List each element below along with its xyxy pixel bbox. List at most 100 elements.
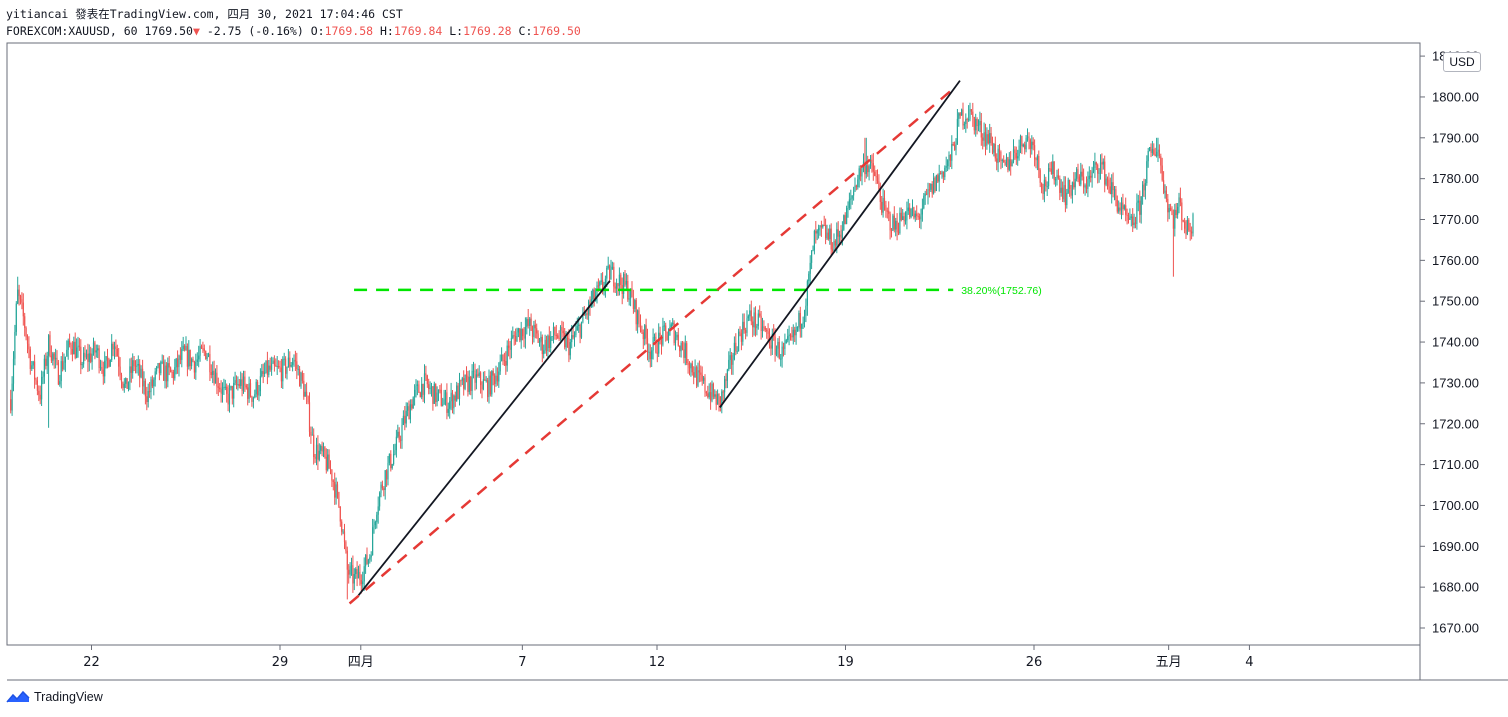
candle-body (681, 343, 684, 350)
candle-body (372, 527, 374, 556)
candle-body (398, 431, 400, 440)
candle-body (373, 525, 375, 528)
candle-body (186, 346, 188, 367)
candle-body (258, 391, 260, 396)
candle-body (221, 387, 224, 394)
candle-body (425, 373, 427, 376)
candle-body (527, 319, 529, 326)
candle-body (214, 372, 217, 384)
candle-body (1102, 161, 1104, 165)
candle-body (322, 447, 325, 452)
candle-body (105, 356, 107, 361)
candle-body (395, 436, 397, 451)
candle-body (99, 367, 102, 369)
candle-body (444, 392, 447, 400)
candle-body (686, 343, 688, 364)
candle-body (847, 207, 849, 209)
candle-body (696, 367, 698, 386)
candle-body (308, 402, 311, 432)
candle-body (273, 360, 275, 366)
y-tick-label: 1760.00 (1432, 253, 1479, 268)
candle-body (933, 177, 935, 194)
candle-body (846, 208, 848, 225)
y-tick-label: 1710.00 (1432, 457, 1479, 472)
candle-body (289, 357, 291, 367)
candle-body (879, 189, 881, 202)
candle-body (982, 137, 984, 141)
candlestick-series (10, 102, 1194, 600)
candle-body (249, 383, 252, 397)
candle-body (589, 301, 591, 307)
currency-button[interactable]: USD (1443, 52, 1481, 72)
candle-body (1170, 207, 1172, 211)
candle-body (1115, 189, 1117, 200)
candle-body (219, 387, 221, 390)
candle-body (761, 326, 764, 331)
candle-body (592, 289, 594, 300)
candle-body (754, 312, 757, 329)
candle-body (791, 335, 793, 338)
candle-body (414, 389, 416, 398)
candle-body (989, 133, 991, 144)
candle-body (213, 370, 215, 384)
candle-body (832, 249, 834, 251)
candle-body (1168, 207, 1170, 213)
y-tick-label: 1700.00 (1432, 498, 1479, 513)
candle-body (809, 262, 811, 274)
candle-body (35, 379, 37, 381)
candle-body (480, 372, 482, 385)
candle-body (604, 278, 606, 289)
candle-body (1172, 215, 1174, 229)
candle-body (1039, 170, 1041, 183)
candle-body (700, 372, 702, 375)
candle-body (690, 363, 692, 369)
candle-body (45, 358, 47, 366)
candle-body (303, 380, 305, 397)
candle-body (432, 386, 434, 404)
candle-body (998, 148, 1001, 153)
candle-body (293, 359, 295, 363)
candle-body (735, 342, 737, 352)
candle-body (843, 215, 845, 230)
price-axis[interactable]: 1670.00 1680.00 1690.00 1700.00 1710.00 1720.… (1420, 49, 1479, 636)
candle-body (1184, 221, 1186, 229)
candle-body (411, 404, 413, 409)
candle-body (1021, 136, 1023, 147)
candle-body (116, 349, 118, 357)
publish-info: yitiancai 發表在TradingView.com, 四月 30, 202… (6, 7, 403, 21)
candle-body (533, 324, 535, 337)
candle-body (738, 331, 740, 352)
candle-body (728, 359, 730, 370)
candle-body (498, 371, 500, 382)
trend-line (357, 280, 611, 596)
candle-body (874, 171, 876, 176)
candle-body (618, 274, 620, 287)
candle-body (376, 514, 378, 522)
candle-body (517, 328, 519, 333)
candle-body (474, 370, 476, 383)
candle-body (766, 329, 768, 332)
candle-body (1104, 161, 1106, 185)
candle-body (192, 358, 194, 362)
candle-body (968, 119, 970, 121)
candle-body (286, 367, 288, 374)
candle-body (1012, 149, 1015, 162)
candle-body (662, 326, 664, 345)
candle-body (1147, 151, 1149, 162)
candle-body (97, 348, 99, 351)
footer-brand[interactable]: TradingView (6, 690, 103, 704)
time-axis[interactable]: 22 29 四月 7 12 19 26 五月 4 (83, 645, 1254, 670)
candle-body (559, 327, 562, 339)
candle-body (537, 333, 539, 343)
candle-body (374, 521, 376, 526)
candle-body (209, 354, 211, 373)
candle-body (234, 380, 236, 383)
candle-body (740, 333, 742, 342)
candle-body (606, 267, 608, 279)
candle-body (963, 124, 965, 126)
candle-body (62, 361, 64, 369)
candle-body (1087, 179, 1089, 189)
candle-body (676, 334, 678, 338)
candle-body (350, 565, 353, 567)
